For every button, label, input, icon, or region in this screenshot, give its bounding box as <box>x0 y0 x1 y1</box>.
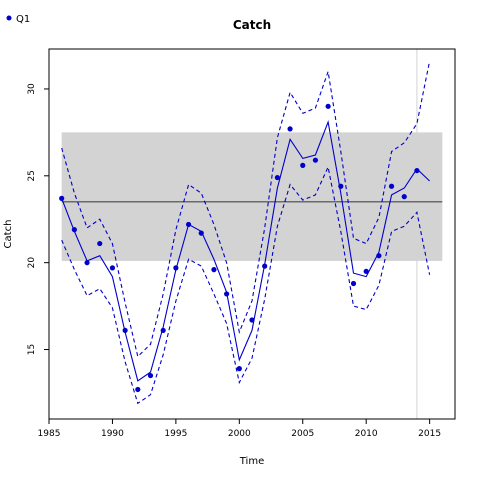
y-tick-label: 20 <box>27 257 37 269</box>
y-axis: 15 20 25 30 <box>27 83 49 355</box>
x-axis-label: Time <box>239 456 264 467</box>
data-point <box>388 183 395 189</box>
x-tick-label: 2015 <box>418 429 441 439</box>
y-tick-label: 30 <box>27 83 37 95</box>
y-axis-label: Catch <box>3 220 14 249</box>
data-point <box>211 267 217 273</box>
x-tick-label: 2000 <box>228 429 251 439</box>
x-tick-label: 2010 <box>355 429 378 439</box>
data-point <box>84 260 90 266</box>
data-point <box>135 386 141 393</box>
data-point <box>147 372 154 379</box>
data-point <box>312 157 319 163</box>
x-axis: 1985 1990 1995 2000 2005 2010 2015 <box>38 419 441 439</box>
plot-frame <box>48 48 456 420</box>
upper-interval-line <box>61 61 431 358</box>
chart-title: Catch <box>233 18 271 32</box>
y-tick-label: 15 <box>27 344 37 355</box>
data-point <box>287 126 293 132</box>
plot-series-layer <box>59 61 431 405</box>
legend: Q1 <box>6 14 30 25</box>
x-tick-label: 1990 <box>101 429 124 439</box>
data-point <box>363 268 369 274</box>
data-point <box>414 167 420 174</box>
data-point <box>274 174 280 181</box>
data-point <box>59 195 65 201</box>
plot-background-layer <box>61 49 443 419</box>
data-point <box>325 103 331 109</box>
data-point <box>97 240 103 247</box>
x-tick-label: 2005 <box>291 429 314 439</box>
reference-band <box>61 132 443 261</box>
data-point <box>236 366 242 372</box>
x-tick-label: 1985 <box>38 429 61 439</box>
y-tick-label: 25 <box>27 170 37 181</box>
legend-label-q1: Q1 <box>16 14 30 25</box>
lower-interval-line <box>61 165 431 405</box>
x-tick-label: 1995 <box>164 429 187 439</box>
data-point <box>300 162 306 168</box>
legend-marker-q1 <box>6 15 12 21</box>
fitted-line <box>61 119 430 382</box>
data-point <box>401 194 407 200</box>
data-point <box>350 280 357 287</box>
data-point <box>109 265 116 271</box>
